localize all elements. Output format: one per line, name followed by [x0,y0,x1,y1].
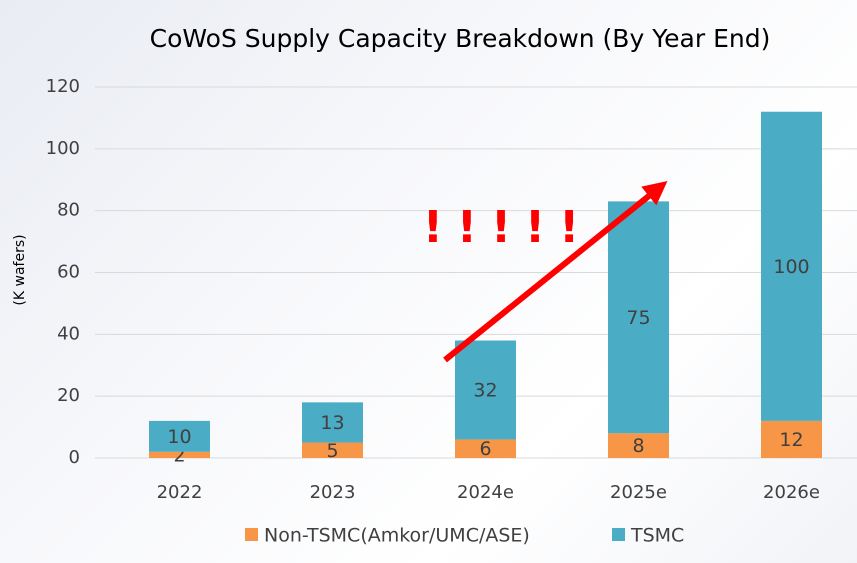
y-tick-label: 120 [46,76,80,97]
bar-segment [761,420,822,458]
data-label: 8 [632,435,644,457]
x-tick-label: 2022 [157,482,203,503]
y-tick-label: 60 [57,262,80,283]
data-label: 100 [773,256,809,278]
bar-segment [302,402,363,443]
bar-segment [302,442,363,458]
legend-label: Non-TSMC(Amkor/UMC/ASE) [264,525,530,547]
bar-segment [149,451,210,458]
data-label: 6 [479,438,491,460]
y-tick-label: 0 [69,447,80,468]
legend-swatch [612,528,625,541]
y-tick-label: 100 [46,138,80,159]
bar-segment [608,201,669,434]
bar-segment [455,439,516,458]
x-tick-label: 2024e [457,482,514,503]
chart-title: CoWoS Supply Capacity Breakdown (By Year… [150,24,771,53]
legend-label: TSMC [630,525,684,547]
y-tick-label: 20 [57,385,80,406]
bar-segment [455,340,516,440]
annotation: !!!!! [423,202,593,253]
data-label: 10 [167,426,191,448]
trend-arrow [443,180,668,363]
data-label: 13 [320,412,344,434]
x-tick-label: 2025e [610,482,667,503]
x-tick-label: 2023 [310,482,356,503]
bar-segment [149,420,210,452]
data-label: 12 [779,429,803,451]
y-tick-label: 40 [57,323,80,344]
legend-swatch [245,528,258,541]
y-tick-label: 80 [57,200,80,221]
data-label: 32 [473,379,497,401]
data-label: 5 [326,440,338,462]
y-axis-label: (K wafers) [12,234,28,305]
bar-segment [761,111,822,421]
bar-segment [608,433,669,458]
x-tick-label: 2026e [763,482,820,503]
data-label: 75 [626,307,650,329]
